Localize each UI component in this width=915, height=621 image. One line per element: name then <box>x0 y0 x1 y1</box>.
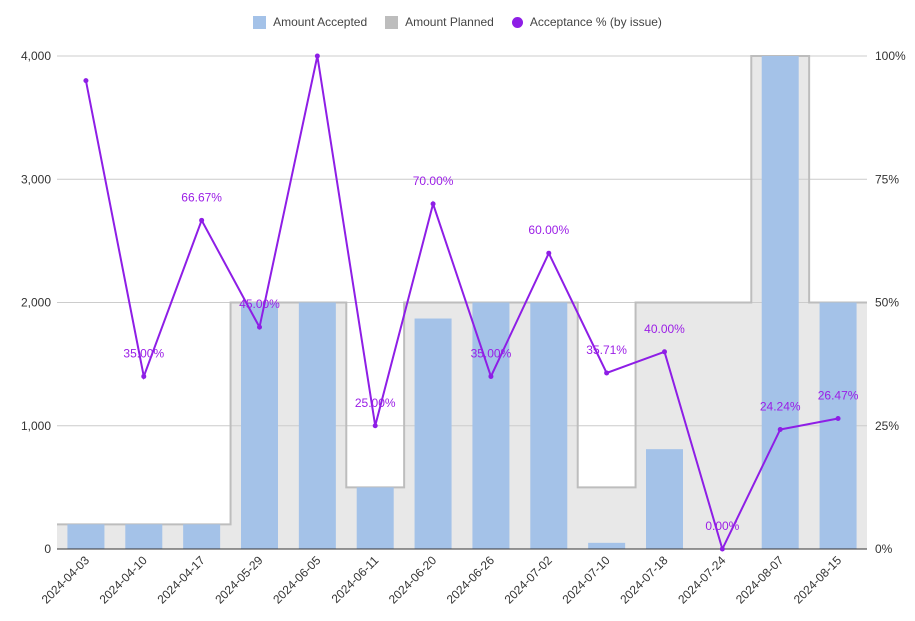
y-right-tick-label: 50% <box>875 296 899 310</box>
x-tick-label: 2024-06-05 <box>270 553 324 607</box>
bar-accepted <box>67 524 105 549</box>
y-left-tick-label: 2,000 <box>21 296 51 310</box>
acceptance-data-label: 40.00% <box>644 322 685 336</box>
acceptance-line <box>84 55 839 552</box>
bar-accepted <box>472 302 510 549</box>
bar-accepted <box>298 302 336 549</box>
acceptance-point <box>314 53 320 59</box>
y-left-tick-label: 0 <box>44 542 51 556</box>
acceptance-point <box>199 217 205 223</box>
bar-accepted <box>414 318 452 549</box>
y-right-tick-label: 0% <box>875 542 893 556</box>
legend-swatch-planned <box>385 15 399 29</box>
legend-swatch-accepted <box>253 15 267 29</box>
acceptance-point <box>777 426 783 432</box>
acceptance-point <box>430 201 436 207</box>
y-left-tick-label: 4,000 <box>21 49 51 63</box>
acceptance-point <box>604 370 610 376</box>
bar-accepted <box>646 449 683 549</box>
acceptance-data-label: 35.00% <box>471 346 512 360</box>
acceptance-data-label: 70.00% <box>413 174 454 188</box>
acceptance-data-label: 45.00% <box>239 297 280 311</box>
acceptance-point <box>719 546 725 552</box>
acceptance-data-label: 66.67% <box>181 190 222 204</box>
y-right-tick-label: 100% <box>875 49 906 63</box>
x-tick-label: 2024-04-10 <box>97 553 151 607</box>
legend-label-acceptance: Acceptance % (by issue) <box>529 15 662 29</box>
legend-label-accepted: Amount Accepted <box>273 15 368 29</box>
x-tick-label: 2024-07-24 <box>675 553 729 607</box>
acceptance-data-label: 35.00% <box>123 346 164 360</box>
legend-item-accepted[interactable]: Amount Accepted <box>253 15 367 29</box>
bar-accepted <box>761 56 799 549</box>
acceptance-point <box>372 423 378 429</box>
acceptance-point <box>835 416 841 422</box>
x-tick-label: 2024-07-18 <box>617 553 671 607</box>
x-tick-label: 2024-06-26 <box>444 553 498 607</box>
acceptance-data-label: 60.00% <box>528 223 569 237</box>
bar-accepted <box>241 302 278 549</box>
bar-accepted <box>819 302 857 549</box>
y-left-tick-label: 1,000 <box>21 419 51 433</box>
x-tick-label: 2024-07-02 <box>502 553 556 607</box>
acceptance-data-label: 26.47% <box>818 389 859 403</box>
acceptance-point <box>488 373 494 379</box>
x-tick-label: 2024-06-11 <box>329 553 382 606</box>
legend-swatch-acceptance <box>511 16 523 28</box>
bar-accepted <box>125 524 163 549</box>
x-tick-label: 2024-08-07 <box>733 553 787 607</box>
chart-legend: Amount Accepted Amount Planned Acceptanc… <box>0 12 915 32</box>
legend-label-planned: Amount Planned <box>405 15 494 29</box>
acceptance-data-label: 35.71% <box>586 343 627 357</box>
bar-accepted <box>356 487 394 549</box>
x-tick-label: 2024-04-03 <box>39 553 93 607</box>
acceptance-point <box>257 324 262 330</box>
acceptance-data-label: 24.24% <box>760 399 801 413</box>
acceptance-point <box>662 349 667 355</box>
acceptance-data-label: 25.00% <box>355 396 396 410</box>
x-tick-label: 2024-06-20 <box>386 553 440 607</box>
legend-item-acceptance[interactable]: Acceptance % (by issue) <box>511 15 662 29</box>
acceptance-data-label: 0.00% <box>705 519 739 533</box>
acceptance-point <box>546 250 552 256</box>
x-tick-label: 2024-04-17 <box>154 553 208 607</box>
legend-item-planned[interactable]: Amount Planned <box>385 15 494 29</box>
x-tick-label: 2024-07-10 <box>559 553 613 607</box>
bar-accepted <box>183 524 221 549</box>
bar-accepted <box>530 302 568 549</box>
y-right-tick-label: 75% <box>875 172 899 186</box>
x-tick-label: 2024-05-29 <box>212 553 266 607</box>
acceptance-point <box>83 78 89 84</box>
x-tick-label: 2024-08-15 <box>791 553 845 607</box>
bar-accepted <box>588 542 626 549</box>
y-left-tick-label: 3,000 <box>21 172 51 186</box>
acceptance-point <box>141 373 147 379</box>
y-right-tick-label: 25% <box>875 419 899 433</box>
